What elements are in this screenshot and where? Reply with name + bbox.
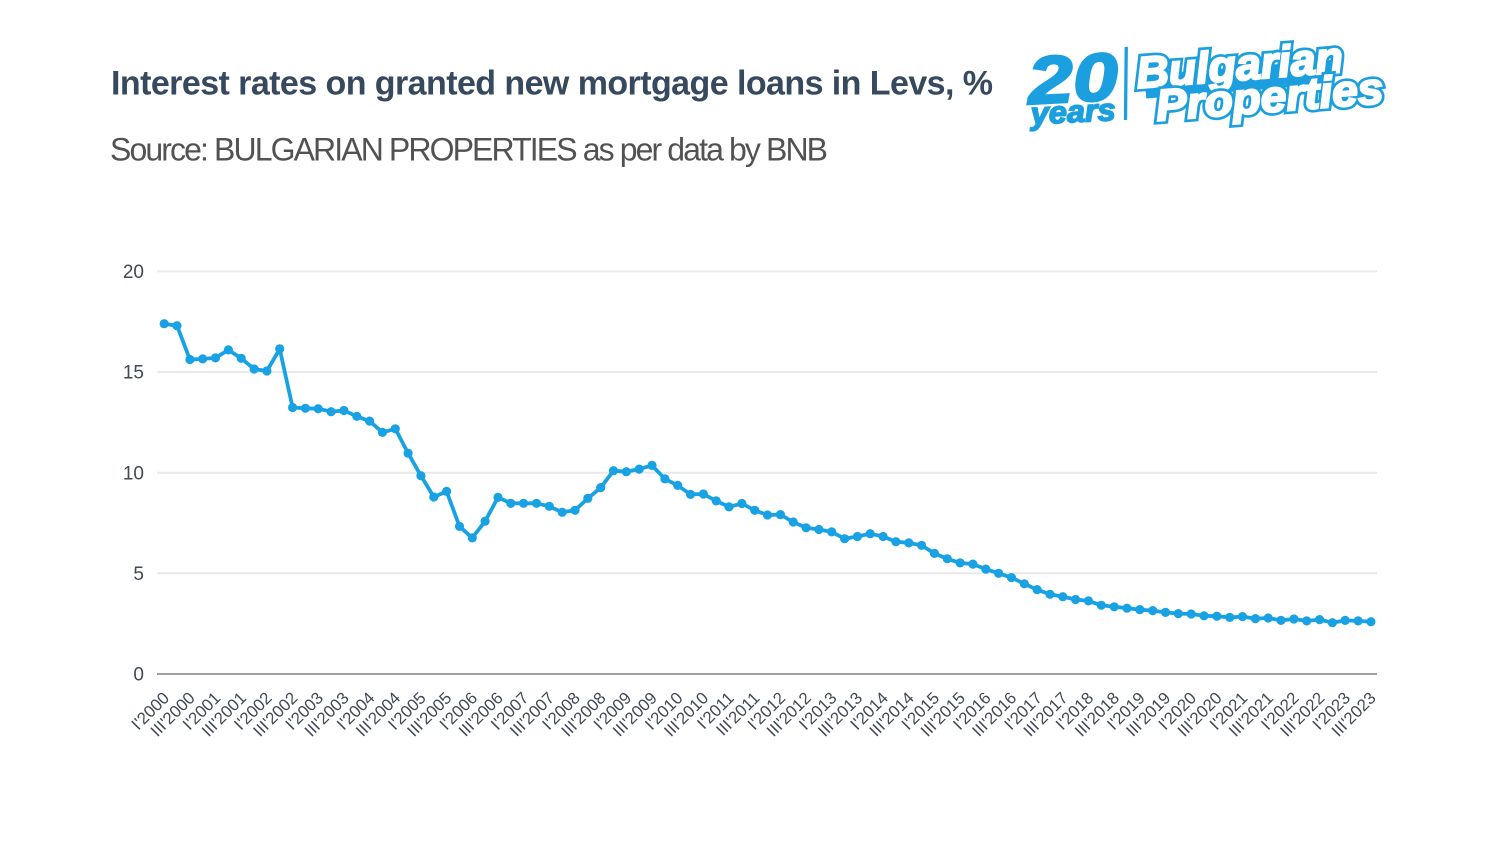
svg-text:Interest rates on granted new: Interest rates on granted new mortgage l… bbox=[111, 65, 993, 103]
svg-text:20: 20 bbox=[123, 262, 144, 283]
svg-text:years: years bbox=[1028, 92, 1117, 132]
svg-text:5: 5 bbox=[133, 564, 144, 585]
svg-text:10: 10 bbox=[123, 463, 144, 484]
svg-text:15: 15 bbox=[123, 363, 144, 384]
svg-text:0: 0 bbox=[133, 665, 144, 686]
svg-text:20: 20 bbox=[1024, 39, 1120, 119]
svg-text:Source: BULGARIAN PROPERTIES a: Source: BULGARIAN PROPERTIES as per data… bbox=[110, 132, 828, 168]
